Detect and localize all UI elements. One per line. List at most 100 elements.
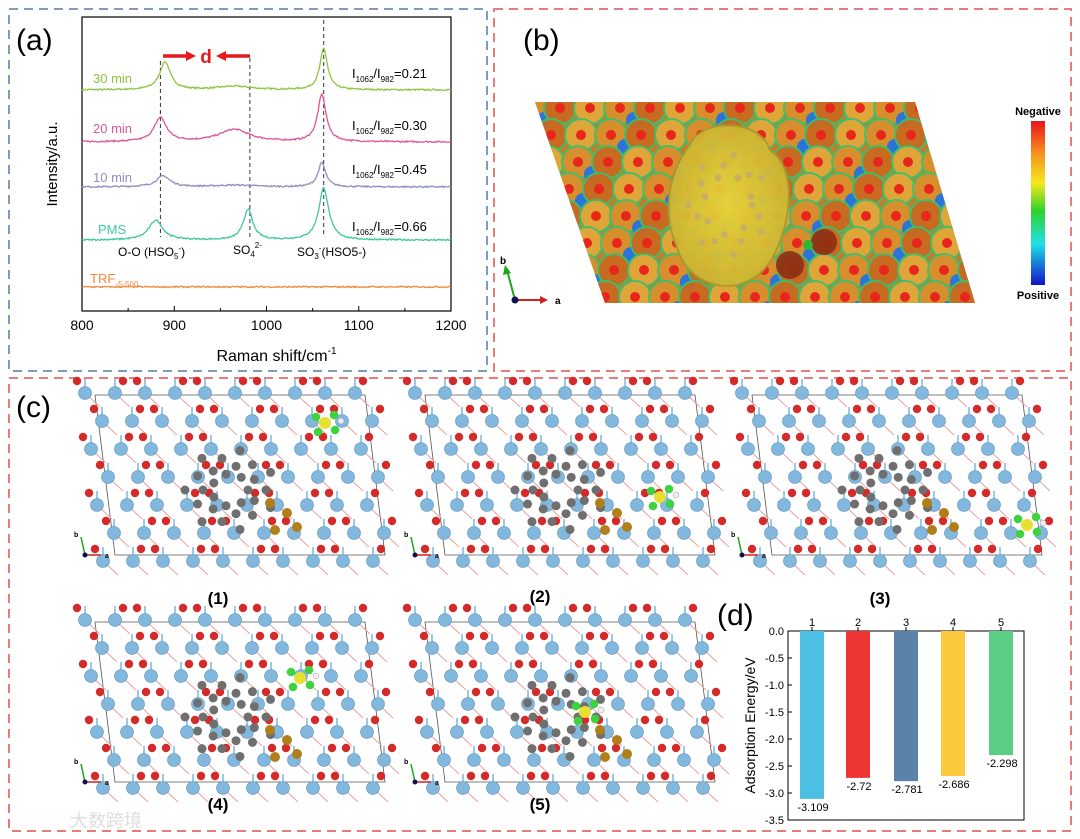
unit-cell [94, 621, 386, 783]
oxygen-atom [147, 516, 157, 526]
silicon-atom [95, 414, 109, 428]
oxygen-atom [210, 544, 220, 554]
silicon-atom [431, 697, 445, 711]
carbon-atom [758, 228, 766, 236]
unit-cell [424, 394, 716, 556]
oxygen-atom [485, 687, 495, 697]
silicon-atom [527, 753, 541, 767]
structure-5: ba [402, 603, 730, 803]
oxygen-atom [454, 659, 464, 669]
oxygen-atom [270, 771, 280, 781]
silicon-atom [216, 554, 230, 568]
silicon-atom [647, 526, 661, 540]
silicon-atom [630, 725, 644, 739]
oxygen-atom [465, 404, 475, 414]
y-tick-label: -2.5 [765, 761, 784, 773]
unit-cell [94, 394, 386, 556]
carbon-atom [236, 725, 246, 735]
oxygen-atom [646, 771, 656, 781]
silicon-atom [264, 669, 278, 683]
silicon-atom [186, 554, 200, 568]
silicon-atom [665, 641, 679, 655]
silicon-atom [765, 386, 779, 400]
silicon-atom [843, 554, 857, 568]
silicon-atom [264, 442, 278, 456]
silicon-atom [624, 442, 638, 456]
oxygen-atom [381, 460, 391, 470]
oxygen-atom [885, 103, 895, 113]
colorbar-negative-label: Negative [1015, 106, 1061, 118]
carbon-atom [538, 731, 548, 741]
silicon-atom [167, 753, 181, 767]
silicon-atom [516, 781, 530, 795]
silicon-atom [174, 669, 188, 683]
silicon-atom [903, 554, 917, 568]
silicon-atom [801, 442, 815, 456]
oxygen-atom [600, 544, 610, 554]
axis-b-arrow [80, 536, 86, 556]
oxygen-atom [700, 488, 710, 498]
oxygen-atom [634, 432, 644, 442]
oxygen-atom [528, 432, 538, 442]
silicon-atom [654, 442, 668, 456]
oxygen-atom [574, 432, 584, 442]
silicon-atom [366, 781, 380, 795]
adsorbate-oxygen [311, 412, 321, 422]
carbon-atom [208, 693, 218, 703]
oxygen-atom [585, 631, 595, 641]
oxygen-atom [256, 771, 266, 781]
series-label: PMS [98, 222, 127, 237]
silicon-atom [125, 641, 139, 655]
silicon-atom [782, 414, 796, 428]
oxygen-atom [694, 659, 704, 669]
silicon-atom [414, 442, 428, 456]
silicon-atom [510, 498, 524, 512]
silicon-atom [95, 641, 109, 655]
silicon-atom [690, 725, 704, 739]
silicon-atom [455, 414, 469, 428]
silicon-atom [168, 386, 182, 400]
axis-b-arrow [737, 536, 743, 556]
silicon-atom [281, 470, 295, 484]
oxygen-atom [376, 771, 386, 781]
axis-b-arrow [410, 536, 416, 556]
esp-axis-indicator: b a [500, 256, 561, 307]
silicon-atom [474, 442, 488, 456]
esp-positive-site [983, 247, 999, 263]
oxygen-atom [209, 404, 219, 414]
silicon-atom [677, 526, 691, 540]
carbon-atom [539, 492, 549, 502]
oxygen-atom [993, 157, 1003, 167]
iron-atom [265, 725, 275, 735]
silicon-atom [968, 470, 982, 484]
oxygen-atom [711, 687, 721, 697]
silicon-atom [347, 753, 361, 767]
oxygen-atom [955, 376, 965, 386]
oxygen-atom [984, 516, 994, 526]
silicon-atom [324, 669, 338, 683]
carbon-atom [197, 517, 207, 527]
oxygen-atom [408, 432, 418, 442]
adsorbate-oxygen [590, 714, 600, 724]
oxygen-atom [936, 130, 946, 140]
oxygen-atom [924, 184, 934, 194]
silicon-atom [306, 554, 320, 568]
silicon-atom [1022, 414, 1036, 428]
carbon-atom [197, 680, 207, 690]
oxygen-atom [321, 687, 331, 697]
bar-2 [846, 631, 870, 778]
peak-annotation: SO42- [233, 241, 262, 259]
iron-atom [600, 525, 610, 535]
oxygen-atom [138, 432, 148, 442]
oxygen-atom [813, 157, 823, 167]
silicon-atom [654, 669, 668, 683]
silicon-atom [174, 442, 188, 456]
silicon-atom [131, 697, 145, 711]
silicon-atom [641, 697, 655, 711]
carbon-atom [539, 705, 549, 715]
silicon-atom [575, 414, 589, 428]
oxygen-atom [84, 488, 94, 498]
silicon-atom [696, 554, 710, 568]
peak-annotation: SO3-(HSO5-) [297, 244, 366, 261]
oxygen-atom [201, 687, 211, 697]
